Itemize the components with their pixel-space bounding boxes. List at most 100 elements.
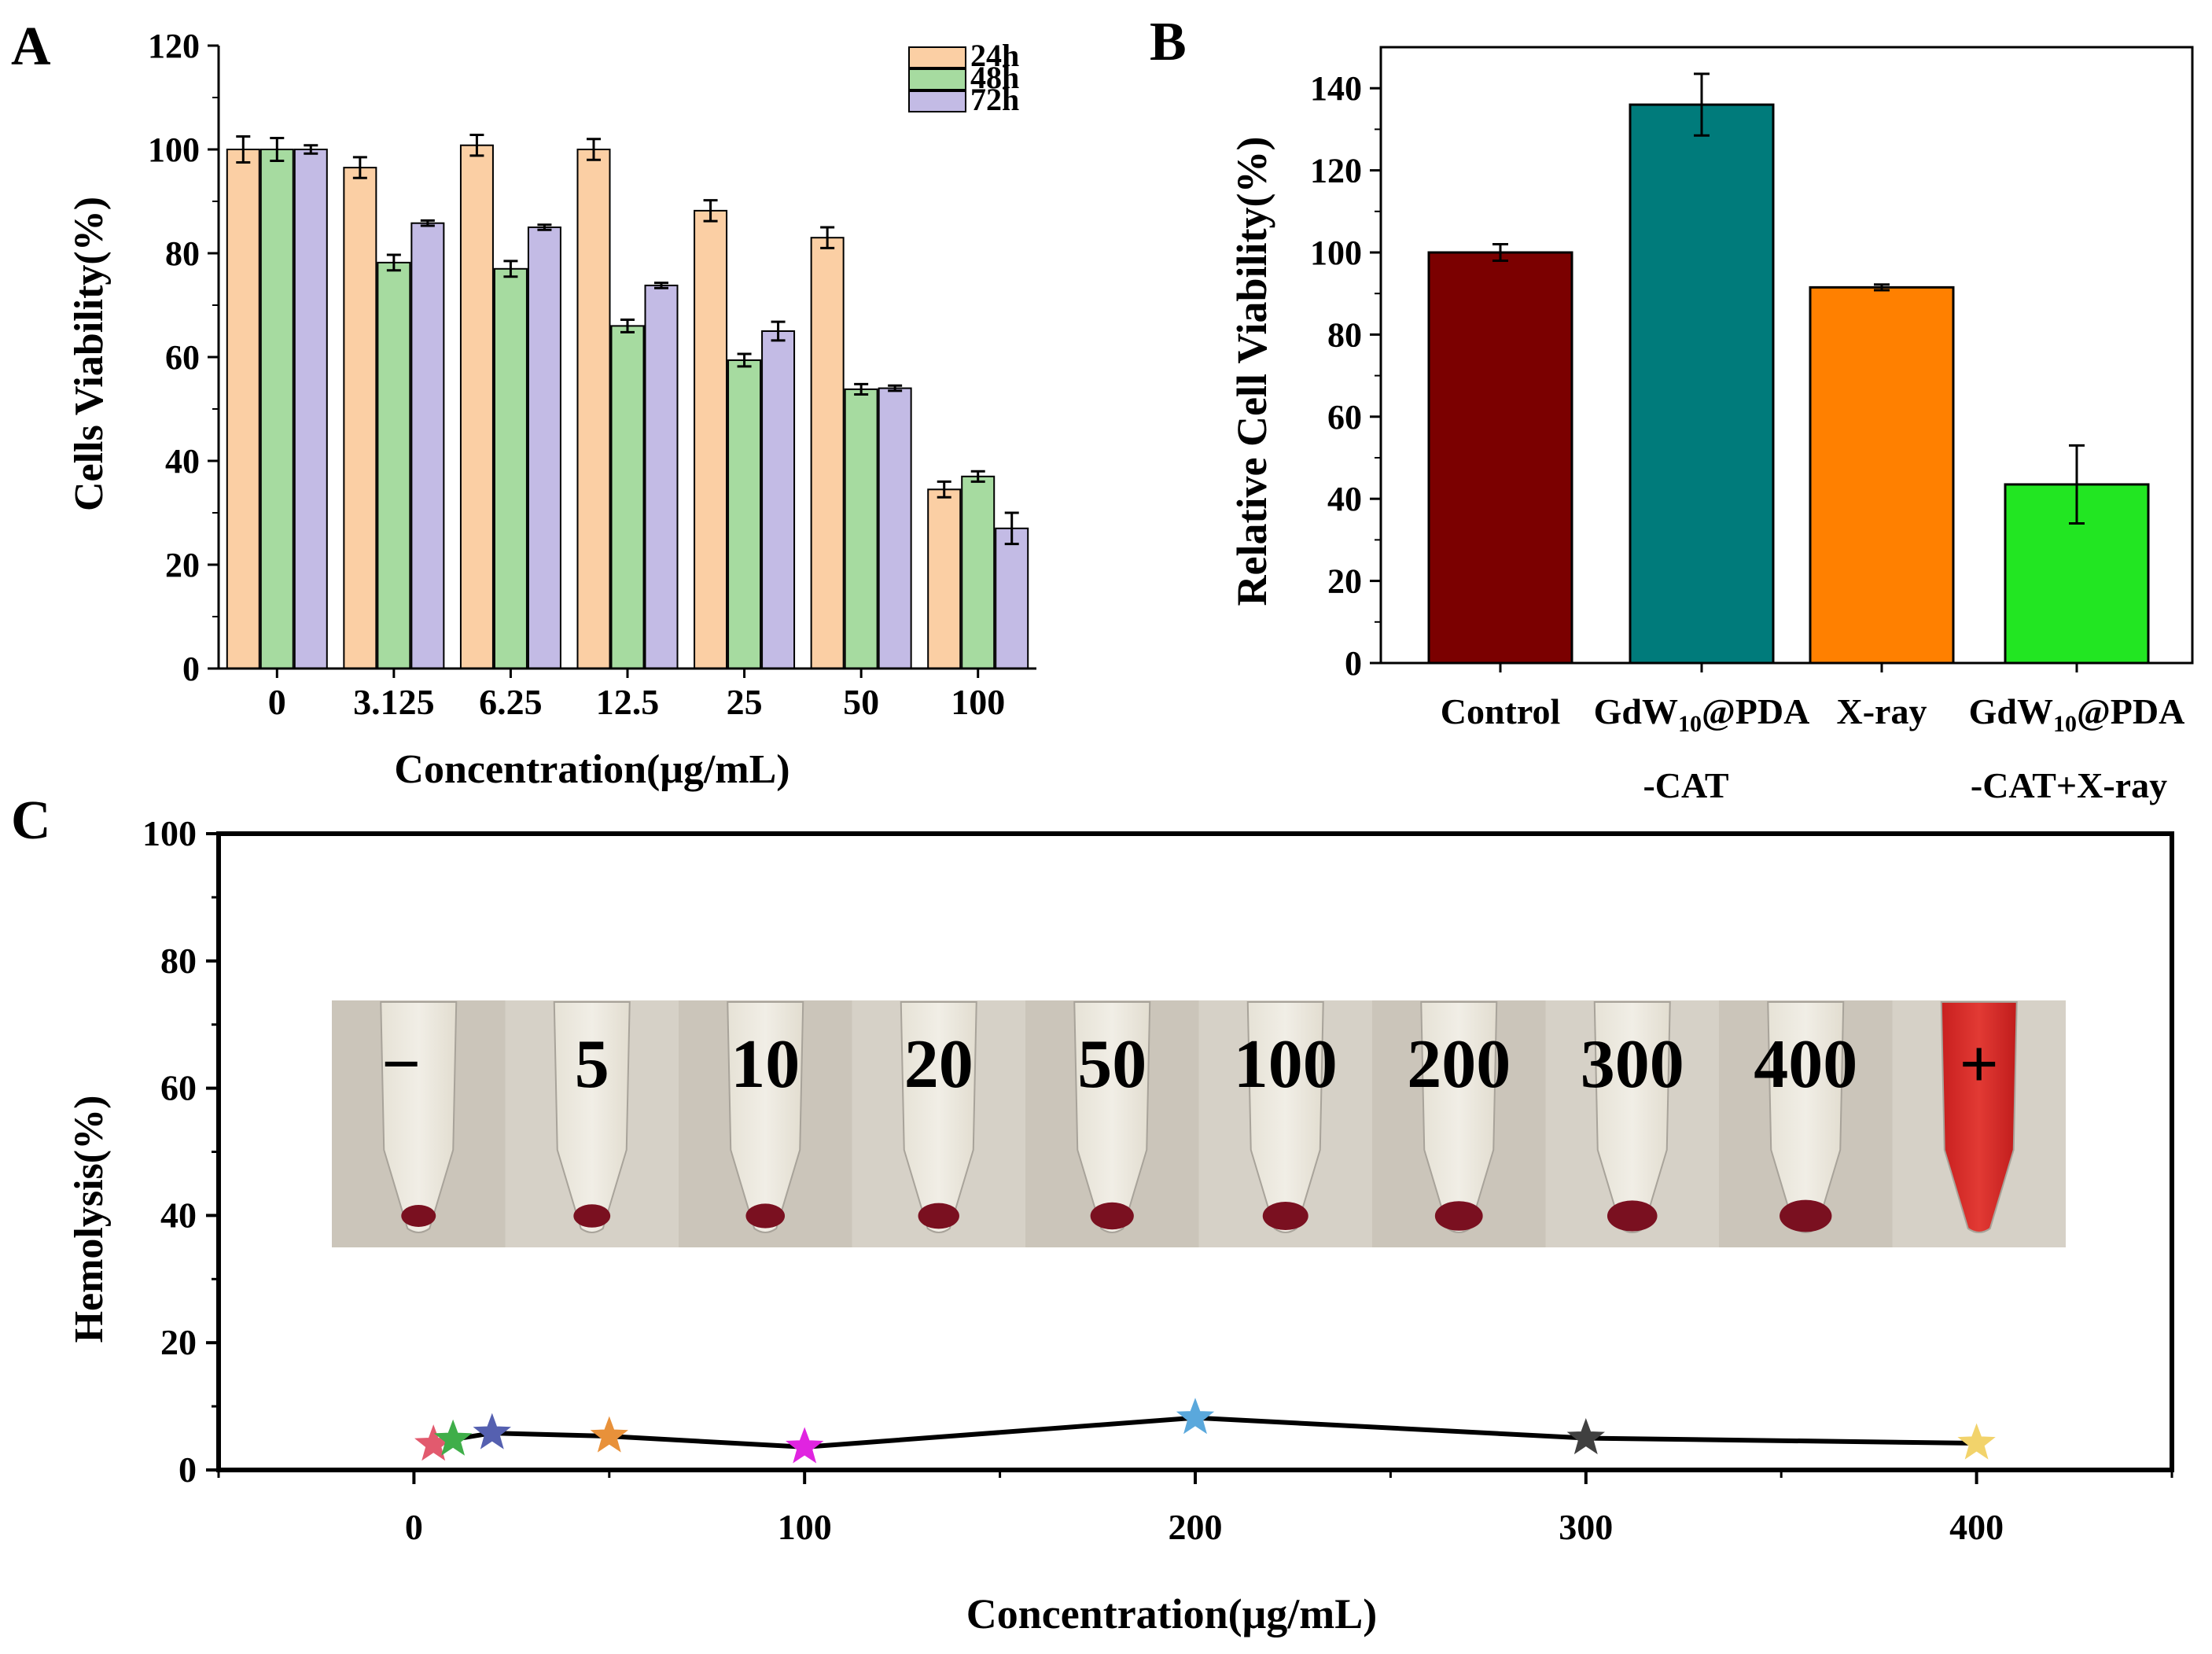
y-tick-label: 80 xyxy=(1327,315,1362,354)
category-label-3: GdW10@PDA xyxy=(1969,691,2185,737)
legend-label-72h: 72h xyxy=(970,82,1019,117)
panel-b-axes: 0 20 40 60 80 100 120 140 xyxy=(1310,46,2194,683)
panel-a-axes: 0 3.125 6.25 12.5 25 50 100 0 20 40 60 80 100 120 xyxy=(148,27,1036,722)
tube xyxy=(900,1001,977,1233)
bar-72h xyxy=(293,149,328,669)
y-tick-label: 120 xyxy=(1310,152,1362,190)
legend-swatch-72h xyxy=(908,90,966,112)
x-tick-label: 100 xyxy=(951,682,1005,722)
bar-24h xyxy=(226,149,260,669)
y-tick-label: 120 xyxy=(148,27,200,65)
y-tick-label: 0 xyxy=(1345,644,1362,683)
category-label-text: Control xyxy=(1441,691,1561,731)
category-label-text: GdW xyxy=(1969,691,2053,731)
tube-pellet xyxy=(1780,1199,1832,1232)
tube-label: 100 xyxy=(1234,1026,1338,1103)
tube-pellet xyxy=(1262,1202,1308,1230)
tube-label: 50 xyxy=(1077,1026,1146,1103)
x-tick-label: 300 xyxy=(1559,1507,1613,1547)
tube-pellet xyxy=(1090,1202,1134,1230)
tube-label: 300 xyxy=(1581,1026,1684,1103)
bar-2 xyxy=(1809,285,1955,665)
category-label-line2-3: -CAT+X-ray xyxy=(1971,765,2167,805)
data-point-star xyxy=(473,1413,511,1450)
legend-label-24h: 24h xyxy=(970,38,1019,73)
y-tick-label: 60 xyxy=(160,1068,197,1108)
bar-48h xyxy=(610,325,645,669)
bar-72h xyxy=(527,227,561,669)
tube-pellet xyxy=(401,1205,436,1227)
plot-frame xyxy=(1379,46,2194,665)
panel-a-bars xyxy=(226,134,1029,670)
category-label-line2-1: -CAT xyxy=(1643,765,1728,805)
tube xyxy=(553,1001,631,1233)
tube-label: − xyxy=(381,1026,421,1103)
x-tick-label: 3.125 xyxy=(353,682,435,722)
x-tick-label: 100 xyxy=(778,1507,832,1547)
y-tick-label: 20 xyxy=(165,546,200,584)
x-tick-label: 200 xyxy=(1169,1507,1223,1547)
x-tick-label: 0 xyxy=(268,682,286,722)
bar-48h xyxy=(259,149,294,669)
legend-swatch-24h xyxy=(908,46,966,68)
tube-pellet xyxy=(918,1203,959,1229)
bar-48h xyxy=(844,388,878,669)
tube xyxy=(1940,1001,2018,1233)
category-label-subscript: 10 xyxy=(1678,711,1702,737)
bar-24h xyxy=(459,144,494,670)
data-point-star xyxy=(786,1427,824,1464)
tube-label: + xyxy=(1960,1026,1999,1103)
bar-72h xyxy=(878,387,912,669)
data-point-star xyxy=(590,1416,628,1453)
panel-a-chart: 0 3.125 6.25 12.5 25 50 100 0 20 40 60 80 100 120 24h… xyxy=(67,27,1036,792)
panel-c-axes: 0 20 40 60 80 100 0 100 200 300 400 xyxy=(142,813,2174,1547)
tube xyxy=(380,1001,458,1233)
tube xyxy=(727,1001,804,1233)
category-label-0: Control xyxy=(1441,691,1561,731)
bar-72h xyxy=(644,284,679,669)
tube-pellet xyxy=(1434,1201,1483,1231)
category-label-1: GdW10@PDA xyxy=(1594,691,1810,737)
tube-label: 20 xyxy=(904,1026,974,1103)
x-tick-label: 25 xyxy=(727,682,763,722)
legend-label-48h: 48h xyxy=(970,60,1019,95)
y-tick-label: 40 xyxy=(160,1195,197,1235)
tube xyxy=(1073,1001,1151,1233)
tube-label: 10 xyxy=(731,1026,800,1103)
x-tick-label: 6.25 xyxy=(479,682,543,722)
data-point-star xyxy=(433,1419,473,1456)
panel-a-xlabel: Concentration(μg/mL) xyxy=(394,747,789,792)
panel-a-ylabel: Cells Viability(%) xyxy=(67,197,112,511)
x-tick-label: 0 xyxy=(405,1507,423,1547)
y-tick-label: 0 xyxy=(182,650,200,688)
y-tick-label: 20 xyxy=(1327,562,1362,601)
tube xyxy=(1246,1001,1324,1233)
category-label-text: @PDA xyxy=(2077,691,2184,731)
y-tick-label: 140 xyxy=(1310,69,1362,108)
panel-b-bars xyxy=(1427,72,2150,665)
data-point-star xyxy=(1957,1423,1996,1460)
panel-c-xlabel: Concentration(μg/mL) xyxy=(966,1590,1378,1637)
category-label-text: X-ray xyxy=(1837,691,1927,731)
y-tick-label: 40 xyxy=(1327,480,1362,518)
tube-label: 200 xyxy=(1407,1026,1511,1103)
y-tick-label: 20 xyxy=(160,1322,197,1362)
panel-label-c: C xyxy=(11,790,51,851)
bar-48h xyxy=(377,261,411,669)
panel-c-ylabel: Hemolysis(%) xyxy=(67,1096,112,1343)
tube-pellet xyxy=(1607,1200,1658,1232)
legend-swatch-48h xyxy=(908,68,966,90)
bar-72h xyxy=(410,222,445,670)
y-tick-label: 0 xyxy=(179,1450,197,1490)
bar-1 xyxy=(1629,103,1775,665)
bar-24h xyxy=(810,237,845,669)
y-tick-label: 100 xyxy=(148,131,200,169)
x-tick-label: 50 xyxy=(843,682,879,722)
data-point-star xyxy=(1566,1418,1605,1455)
tube-pellet xyxy=(745,1203,786,1229)
x-tick-label: 12.5 xyxy=(596,682,660,722)
tube-label: 5 xyxy=(575,1026,609,1103)
